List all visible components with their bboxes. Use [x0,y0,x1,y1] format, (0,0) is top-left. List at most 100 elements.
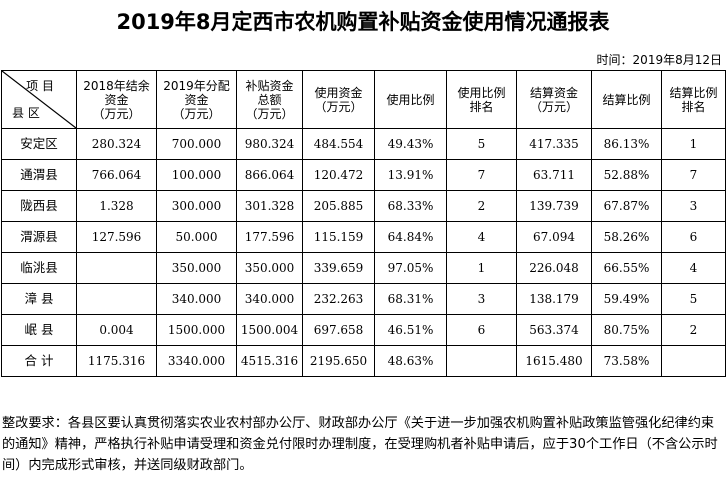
value-cell: 205.885 [302,190,375,222]
value-cell: 1500.004 [236,314,303,346]
value-cell: 5 [661,283,726,315]
value-cell: 3 [446,283,517,315]
value-cell: 115.159 [302,221,375,253]
value-cell: 700.000 [156,128,237,160]
value-cell: 340.000 [236,283,303,315]
table-row: 漳 县 340.000 340.000 232.263 68.31% 3 138.179 59… [1,283,726,315]
value-cell: 301.328 [236,190,303,222]
value-cell: 1 [446,252,517,284]
value-cell [446,345,517,377]
county-cell: 陇西县 [1,190,77,222]
value-cell: 2195.650 [302,345,375,377]
value-cell: 339.659 [302,252,375,284]
column-header: 结算比例 [591,70,662,129]
value-cell: 73.58% [591,345,662,377]
value-cell: 58.26% [591,221,662,253]
value-cell: 1500.000 [156,314,237,346]
column-header: 结算资金 （万元） [516,70,592,129]
value-cell: 13.91% [374,159,447,191]
table-row: 通渭县 766.064 100.000 866.064 120.472 13.91% 7 63… [1,159,726,191]
value-cell: 4515.316 [236,345,303,377]
diagonal-divider [2,71,76,128]
value-cell: 66.55% [591,252,662,284]
county-cell: 合 计 [1,345,77,377]
subsidy-table: 项 目 县 区 2018年结余 资金 （万元） 2019年分配 资金 （万元） 补贴… [1,70,726,377]
value-cell: 226.048 [516,252,592,284]
value-cell: 46.51% [374,314,447,346]
value-cell: 67.87% [591,190,662,222]
value-cell: 80.75% [591,314,662,346]
column-header: 使用比例 [374,70,447,129]
value-cell: 68.33% [374,190,447,222]
value-cell: 697.658 [302,314,375,346]
column-header: 2018年结余 资金 （万元） [76,70,157,129]
value-cell: 484.554 [302,128,375,160]
table-row: 岷 县 0.004 1500.000 1500.004 697.658 46.51% 6 56… [1,314,726,346]
table-row: 临洮县 350.000 350.000 339.659 97.05% 1 226.048 66… [1,252,726,284]
value-cell: 97.05% [374,252,447,284]
value-cell: 0.004 [76,314,157,346]
value-cell: 232.263 [302,283,375,315]
value-cell: 1.328 [76,190,157,222]
value-cell: 3 [661,190,726,222]
county-cell: 渭源县 [1,221,77,253]
value-cell: 50.000 [156,221,237,253]
value-cell: 48.63% [374,345,447,377]
value-cell: 2 [661,314,726,346]
value-cell: 52.88% [591,159,662,191]
value-cell: 49.43% [374,128,447,160]
value-cell: 280.324 [76,128,157,160]
column-header: 结算比例 排名 [661,70,726,129]
column-header: 使用资金 （万元） [302,70,375,129]
value-cell: 59.49% [591,283,662,315]
value-cell: 2 [446,190,517,222]
total-row: 合 计 1175.316 3340.000 4515.316 2195.650 48.63… [1,345,726,377]
value-cell: 350.000 [156,252,237,284]
column-header: 补贴资金 总额 （万元） [236,70,303,129]
corner-label-item: 项 目 [26,79,54,93]
page-title: 2019年8月定西市农机购置补贴资金使用情况通报表 [116,10,610,34]
table-row: 安定区 280.324 700.000 980.324 484.554 49.43% 5 41… [1,128,726,160]
rectification-notes: 整改要求：各县区要认真贯彻落实农业农村部办公厅、财政部办公厅《关于进一步加强农机… [2,416,718,473]
value-cell: 1 [661,128,726,160]
value-cell [76,252,157,284]
value-cell: 100.000 [156,159,237,191]
column-header: 使用比例 排名 [446,70,517,129]
value-cell: 63.711 [516,159,592,191]
value-cell: 139.739 [516,190,592,222]
value-cell: 7 [661,159,726,191]
value-cell: 866.064 [236,159,303,191]
county-cell: 岷 县 [1,314,77,346]
table-row: 陇西县 1.328 300.000 301.328 205.885 68.33% 2 139.… [1,190,726,222]
value-cell: 86.13% [591,128,662,160]
corner-label-county: 县 区 [12,106,40,120]
value-cell: 6 [446,314,517,346]
value-cell: 5 [446,128,517,160]
value-cell: 417.335 [516,128,592,160]
value-cell: 177.596 [236,221,303,253]
value-cell: 3340.000 [156,345,237,377]
county-cell: 安定区 [1,128,77,160]
header-row: 项 目 县 区 2018年结余 资金 （万元） 2019年分配 资金 （万元） 补贴… [1,70,726,129]
value-cell: 6 [661,221,726,253]
value-cell: 64.84% [374,221,447,253]
value-cell: 350.000 [236,252,303,284]
value-cell: 127.596 [76,221,157,253]
table-row: 渭源县 127.596 50.000 177.596 115.159 64.84% 4 67.… [1,221,726,253]
value-cell: 563.374 [516,314,592,346]
value-cell [76,283,157,315]
value-cell [661,345,726,377]
value-cell: 138.179 [516,283,592,315]
value-cell: 300.000 [156,190,237,222]
value-cell: 7 [446,159,517,191]
value-cell: 4 [661,252,726,284]
county-cell: 临洮县 [1,252,77,284]
column-header: 2019年分配 资金 （万元） [156,70,237,129]
report-date: 时间：2019年8月12日 [596,53,722,67]
county-cell: 通渭县 [1,159,77,191]
value-cell: 1615.480 [516,345,592,377]
value-cell: 4 [446,221,517,253]
value-cell: 120.472 [302,159,375,191]
header-corner-cell: 项 目 县 区 [1,70,77,129]
value-cell: 980.324 [236,128,303,160]
